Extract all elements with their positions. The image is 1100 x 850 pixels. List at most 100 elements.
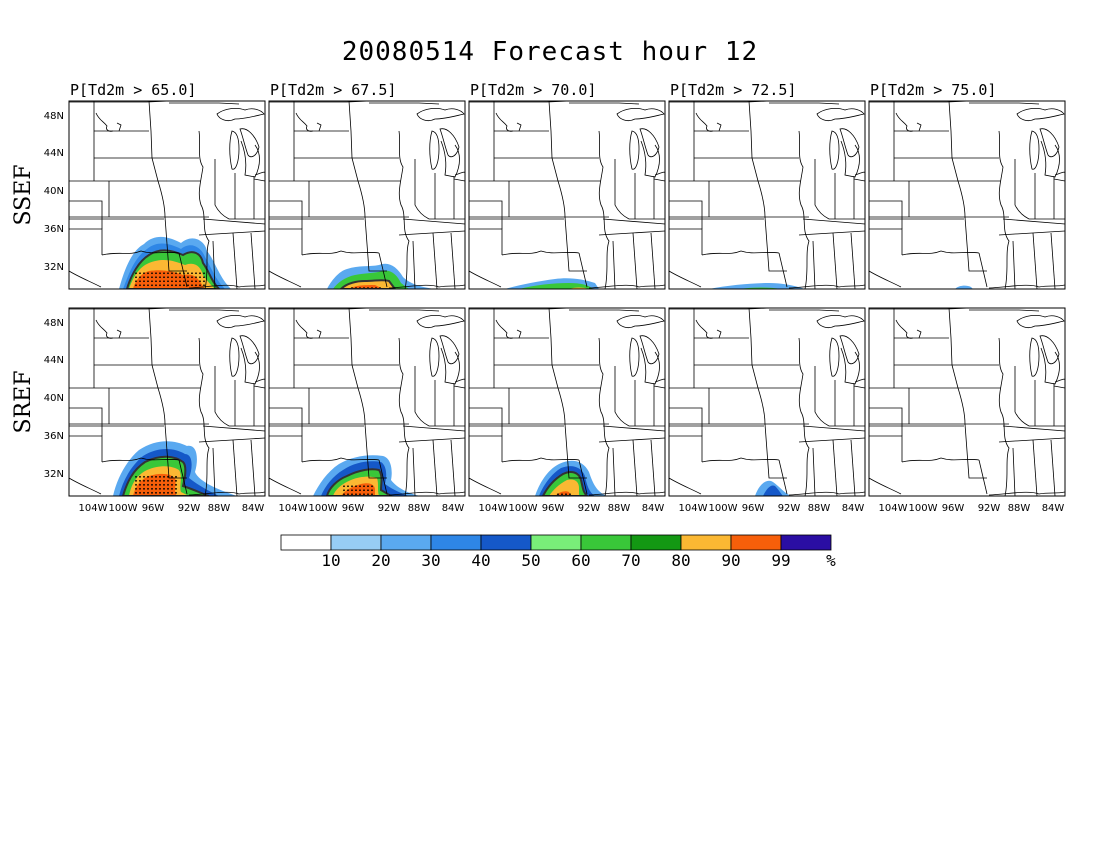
longitude-label: 104W [679,503,708,514]
state-boundaries [269,308,465,496]
state-boundaries [869,308,1065,496]
longitude-label: 88W [1008,503,1031,514]
longitude-label: 88W [408,503,431,514]
longitude-label: 92W [778,503,801,514]
row-label: SREF [11,371,36,434]
state-boundaries [269,101,465,289]
map-panel [68,100,266,290]
colorbar-swatch [530,534,582,551]
longitude-label: 84W [442,503,465,514]
longitude-label: 96W [142,503,165,514]
latitude-label: 32N [44,262,64,273]
colorbar-swatch [380,534,432,551]
latitude-label: 36N [44,224,64,235]
map-panel [668,100,866,290]
latitude-label: 32N [44,469,64,480]
longitude-label: 88W [208,503,231,514]
colorbar-label: 60 [571,551,590,570]
colorbar-label: % [826,551,836,570]
probability-field [341,483,375,496]
probability-field [955,285,973,289]
panel-frame [868,307,1066,497]
state-boundaries [469,308,665,496]
probability-field [763,485,783,496]
colorbar-label: 99 [771,551,790,570]
probability-field [133,473,177,496]
probability-field [709,283,805,289]
longitude-label: 96W [742,503,765,514]
state-boundaries [69,101,265,289]
longitude-label: 100W [509,503,538,514]
longitude-label: 96W [342,503,365,514]
latitude-label: 36N [44,431,64,442]
probability-field [519,283,593,289]
latitude-label: 40N [44,393,64,404]
panel-frame [668,307,866,497]
panel-title: P[Td2m > 65.0] [70,81,196,99]
map-panel [468,100,666,290]
colorbar: 10 20 30 40 50 60 70 80 90 99% [280,534,836,570]
panel-title: P[Td2m > 67.5] [270,81,396,99]
state-boundaries [69,308,265,496]
panel-frame [468,307,666,497]
state-boundaries [669,101,865,289]
row-label: SSEF [11,164,36,225]
longitude-label: 104W [79,503,108,514]
probability-field [555,491,571,496]
longitude-label: 92W [178,503,201,514]
longitude-label: 84W [1042,503,1065,514]
row-labels: SSEF SREF [11,164,36,433]
map-panel [868,307,1066,497]
map-panels [68,100,1066,497]
state-boundaries [669,308,865,496]
map-panel [668,307,866,497]
colorbar-label: 50 [521,551,540,570]
colorbar-swatch [730,534,782,551]
colorbar-label: 70 [621,551,640,570]
panel-frame [68,100,266,290]
panel-frame [468,100,666,290]
panel-frame [868,100,1066,290]
latitude-label: 40N [44,186,64,197]
longitude-label: 88W [608,503,631,514]
map-panel [468,307,666,497]
map-panel [68,307,266,497]
panel-title: P[Td2m > 72.5] [670,81,796,99]
longitude-label: 104W [479,503,508,514]
colorbar-swatch [430,534,482,551]
map-panel [268,307,466,497]
figure-title: 20080514 Forecast hour 12 [342,37,758,67]
stipple-dots [135,475,177,494]
colorbar-label: 10 [321,551,340,570]
map-panel [868,100,1066,290]
panel-title: P[Td2m > 70.0] [470,81,596,99]
longitude-label: 92W [578,503,601,514]
longitude-label: 84W [642,503,665,514]
colorbar-label: 40 [471,551,490,570]
colorbar-swatch [580,534,632,551]
longitude-label: 96W [542,503,565,514]
colorbar-swatch [680,534,732,551]
colorbar-label: 80 [671,551,690,570]
colorbar-swatch [480,534,532,551]
longitude-label: 92W [378,503,401,514]
colorbar-swatch [330,534,382,551]
latitude-label: 44N [44,355,64,366]
longitude-label: 100W [709,503,738,514]
colorbar-swatch [780,534,832,551]
latitude-label: 48N [44,111,64,122]
panel-frame [668,100,866,290]
panel-titles: P[Td2m > 65.0] P[Td2m > 67.5] P[Td2m > 70.… [70,81,996,99]
colorbar-label: 30 [421,551,440,570]
panel-title: P[Td2m > 75.0] [870,81,996,99]
latitude-label: 48N [44,318,64,329]
colorbar-label: 20 [371,551,390,570]
colorbar-swatch [280,534,332,551]
panel-frame [268,307,466,497]
longitude-label: 104W [879,503,908,514]
stipple-dots [135,272,205,287]
latitude-label: 44N [44,148,64,159]
colorbar-swatch [630,534,682,551]
panel-frame [268,100,466,290]
